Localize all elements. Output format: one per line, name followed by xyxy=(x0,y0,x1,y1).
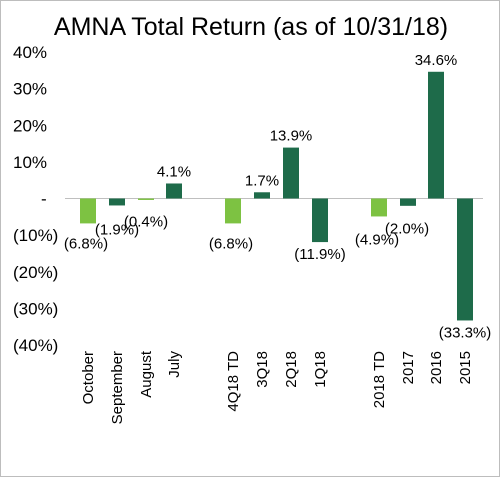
y-tick-label: 30% xyxy=(13,80,47,99)
bar-2018-td xyxy=(371,198,387,217)
y-tick-label: (20%) xyxy=(13,263,58,282)
y-axis-ticks: 40% 30% 20% 10% - (10%) (20%) (30%) (40%) xyxy=(13,43,58,355)
bars xyxy=(80,71,473,321)
category-label: 3Q18 xyxy=(254,351,271,388)
bar-3q18 xyxy=(254,192,270,199)
chart-title: AMNA Total Return (as of 10/31/18) xyxy=(54,13,448,41)
category-labels: October September August July 4Q18 TD 3Q18 2Q1… xyxy=(80,350,474,424)
data-label: (2.0%) xyxy=(385,221,429,238)
category-label: 1Q18 xyxy=(312,351,329,388)
data-label: (11.9%) xyxy=(294,246,345,263)
data-label: 1.7% xyxy=(245,172,279,189)
category-label: 2018 TD xyxy=(371,351,388,408)
category-label: 4Q18 TD xyxy=(225,351,242,412)
data-label: 34.6% xyxy=(415,52,458,69)
category-label: 2Q18 xyxy=(283,351,300,388)
category-label: 2015 xyxy=(457,351,474,384)
y-tick-label: (10%) xyxy=(13,226,58,245)
data-label: (4.9%) xyxy=(355,232,399,249)
data-label: (0.4%) xyxy=(124,214,168,231)
category-label: August xyxy=(138,350,155,398)
category-label: July xyxy=(166,351,183,378)
bar-2017 xyxy=(400,198,416,206)
y-tick-label: 20% xyxy=(13,116,47,135)
category-label: October xyxy=(80,351,97,404)
y-tick-label: - xyxy=(41,190,47,209)
data-label: 4.1% xyxy=(157,163,191,180)
category-label: 2016 xyxy=(428,351,445,384)
y-tick-label: (40%) xyxy=(13,336,58,355)
data-label: (6.8%) xyxy=(209,236,253,253)
bar-september xyxy=(109,198,125,206)
data-label: (33.3%) xyxy=(439,324,492,341)
y-tick-label: 10% xyxy=(13,153,47,172)
data-label: (6.8%) xyxy=(64,236,108,253)
bar-1q18 xyxy=(312,198,328,243)
bar-2q18 xyxy=(283,147,299,199)
y-tick-label: 40% xyxy=(13,43,47,62)
data-labels: (6.8%)(1.9%)(0.4%)4.1%(6.8%)1.7%13.9%(11… xyxy=(64,52,491,342)
y-tick-label: (30%) xyxy=(13,299,58,318)
data-label: (1.9%) xyxy=(95,222,139,239)
bar-4q18-td xyxy=(225,198,241,224)
bar-2015 xyxy=(457,198,473,321)
data-label: 13.9% xyxy=(270,128,313,145)
category-label: 2017 xyxy=(400,351,417,384)
bar-july xyxy=(166,183,182,199)
bar-october xyxy=(80,198,96,224)
bar-2016 xyxy=(428,71,444,199)
category-label: September xyxy=(109,351,126,424)
bar-august xyxy=(138,198,154,200)
